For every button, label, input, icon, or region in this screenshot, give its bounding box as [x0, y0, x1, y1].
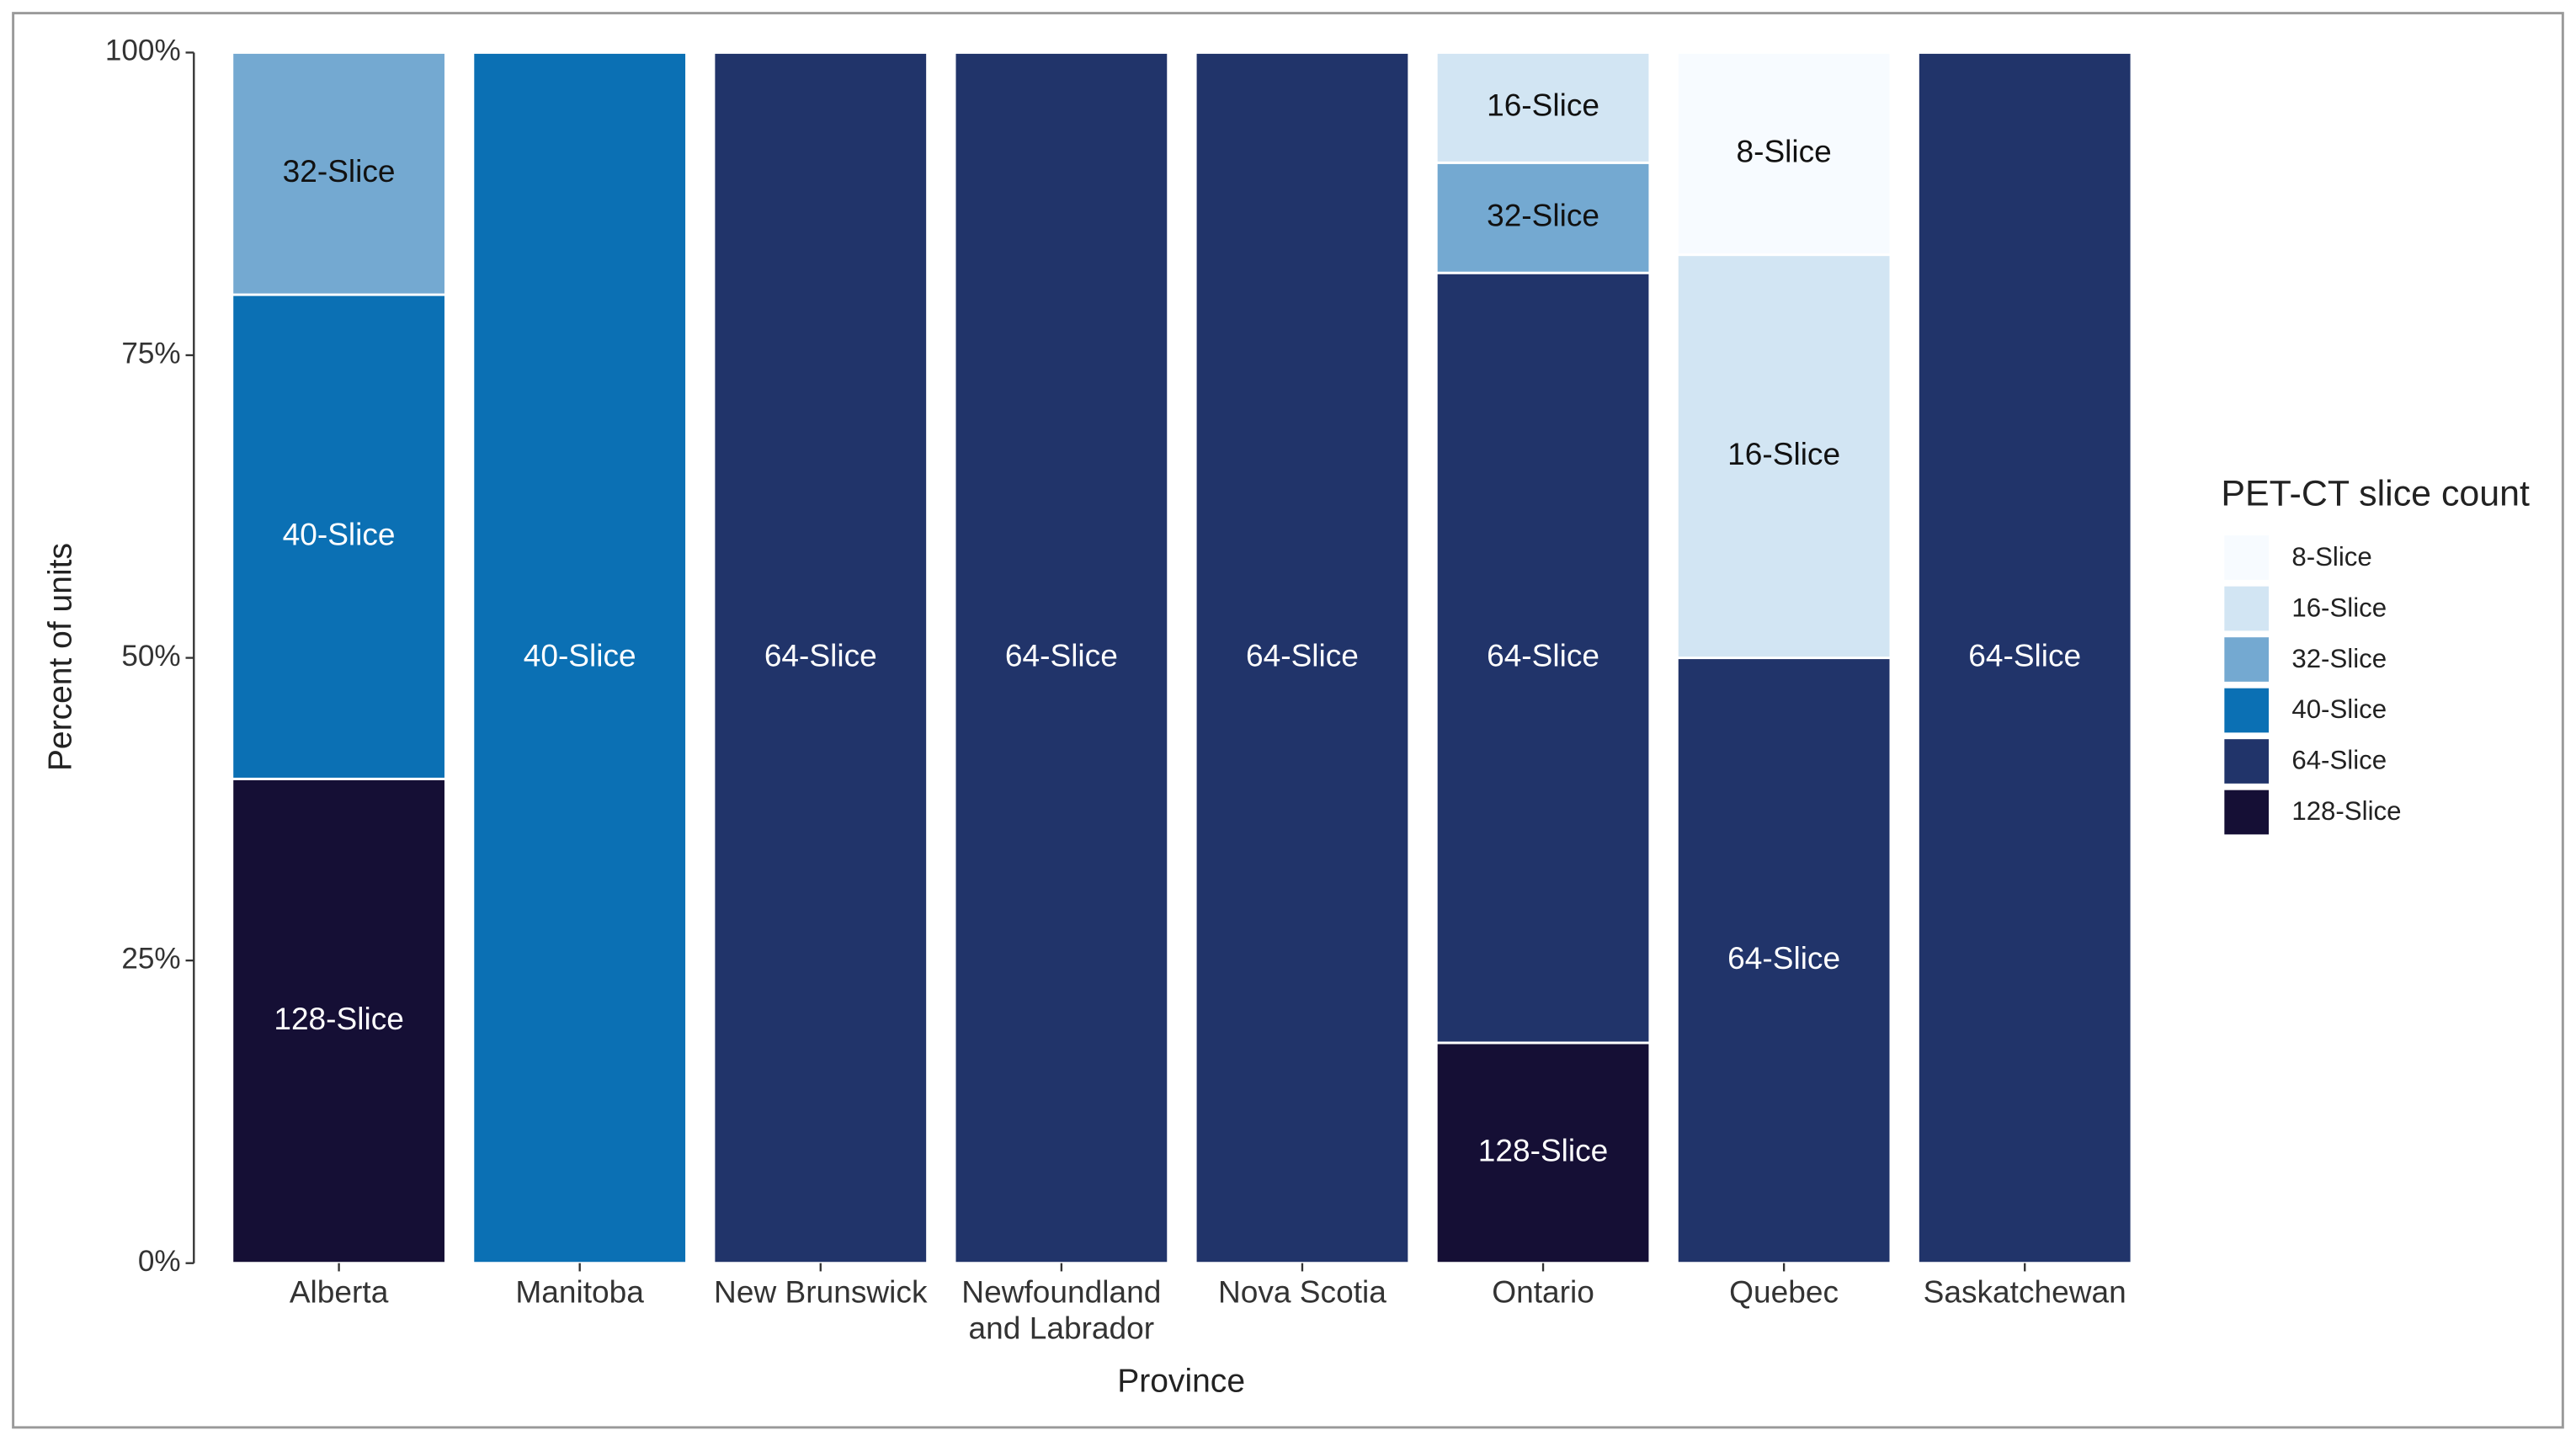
x-tick-label: Nova Scotia — [1217, 1276, 1386, 1311]
segment-label: 32-Slice — [1487, 198, 1599, 233]
y-tick-label: 0% — [138, 1245, 181, 1278]
y-axis-title: Percent of units — [42, 543, 78, 771]
bar-segment — [1434, 271, 1652, 1045]
bar-segment — [953, 51, 1170, 1265]
bar-segment — [712, 51, 929, 1265]
y-tick-label: 25% — [121, 942, 180, 975]
bar-segment — [471, 51, 688, 1265]
legend-title: PET-CT slice count — [2221, 474, 2530, 514]
x-tick-label: Manitoba — [515, 1276, 644, 1311]
x-tick-label: Newfoundland and Labrador — [961, 1276, 1162, 1348]
y-tick-label: 100% — [105, 35, 181, 67]
segment-label: 8-Slice — [1736, 133, 1831, 168]
chart-root: Percent of units Province PET-CT slice c… — [12, 12, 2564, 1429]
y-tick-label: 75% — [121, 337, 180, 370]
segment-label: 40-Slice — [524, 637, 636, 673]
bar-segment — [1675, 253, 1892, 660]
segment-label: 32-Slice — [283, 153, 396, 189]
legend-key — [2224, 535, 2270, 580]
segment-label: 64-Slice — [1005, 637, 1118, 673]
x-tick-label-box: Manitoba — [515, 1276, 644, 1311]
x-tick-label: Saskatchewan — [1923, 1276, 2126, 1311]
bar-segment — [231, 51, 447, 296]
y-tick-label: 50% — [121, 640, 180, 673]
legend-key — [2224, 688, 2270, 733]
x-tick-label: Quebec — [1729, 1276, 1839, 1311]
x-tick-label-box: Saskatchewan — [1923, 1276, 2126, 1311]
x-tick-label-box: Ontario — [1492, 1276, 1594, 1311]
bar-segment — [1675, 51, 1892, 257]
legend-label: 128-Slice — [2291, 796, 2401, 826]
x-axis-title: Province — [1117, 1363, 1245, 1399]
legend-label: 16-Slice — [2291, 593, 2387, 622]
x-tick-label-box: New Brunswick — [714, 1276, 928, 1311]
bar-segment — [231, 293, 447, 780]
bar-segment — [1194, 51, 1411, 1265]
legend-label: 40-Slice — [2291, 694, 2387, 724]
x-tick-label: Alberta — [289, 1276, 389, 1311]
segment-label: 16-Slice — [1727, 436, 1840, 471]
bar-segment — [1434, 161, 1652, 274]
segment-label: 64-Slice — [764, 637, 877, 673]
frame — [12, 12, 2564, 1429]
x-tick-label-box: Nova Scotia — [1217, 1276, 1386, 1311]
segment-label: 64-Slice — [1246, 637, 1359, 673]
legend-label: 64-Slice — [2291, 746, 2387, 775]
bar-segment — [1916, 51, 2133, 1265]
segment-label: 128-Slice — [1478, 1133, 1609, 1168]
legend-key — [2224, 637, 2270, 682]
legend-key — [2224, 790, 2270, 835]
legend-key — [2224, 586, 2270, 631]
x-tick-label-box: Quebec — [1729, 1276, 1839, 1311]
legend-key — [2224, 739, 2270, 784]
legend-label: 32-Slice — [2291, 644, 2387, 673]
segment-label: 64-Slice — [1968, 637, 2081, 673]
segment-label: 40-Slice — [283, 517, 396, 552]
segment-label: 64-Slice — [1727, 940, 1840, 976]
bar-segment — [1434, 51, 1652, 164]
legend-label: 8-Slice — [2291, 542, 2371, 572]
segment-label: 128-Slice — [274, 1001, 404, 1036]
segment-label: 64-Slice — [1487, 637, 1599, 673]
bar-segment — [1675, 657, 1892, 1265]
x-tick-label-box: Newfoundland and Labrador — [961, 1276, 1162, 1348]
x-tick-label: Ontario — [1492, 1276, 1594, 1311]
segment-label: 16-Slice — [1487, 88, 1599, 123]
x-tick-label-box: Alberta — [289, 1276, 389, 1311]
x-tick-label: New Brunswick — [714, 1276, 928, 1311]
